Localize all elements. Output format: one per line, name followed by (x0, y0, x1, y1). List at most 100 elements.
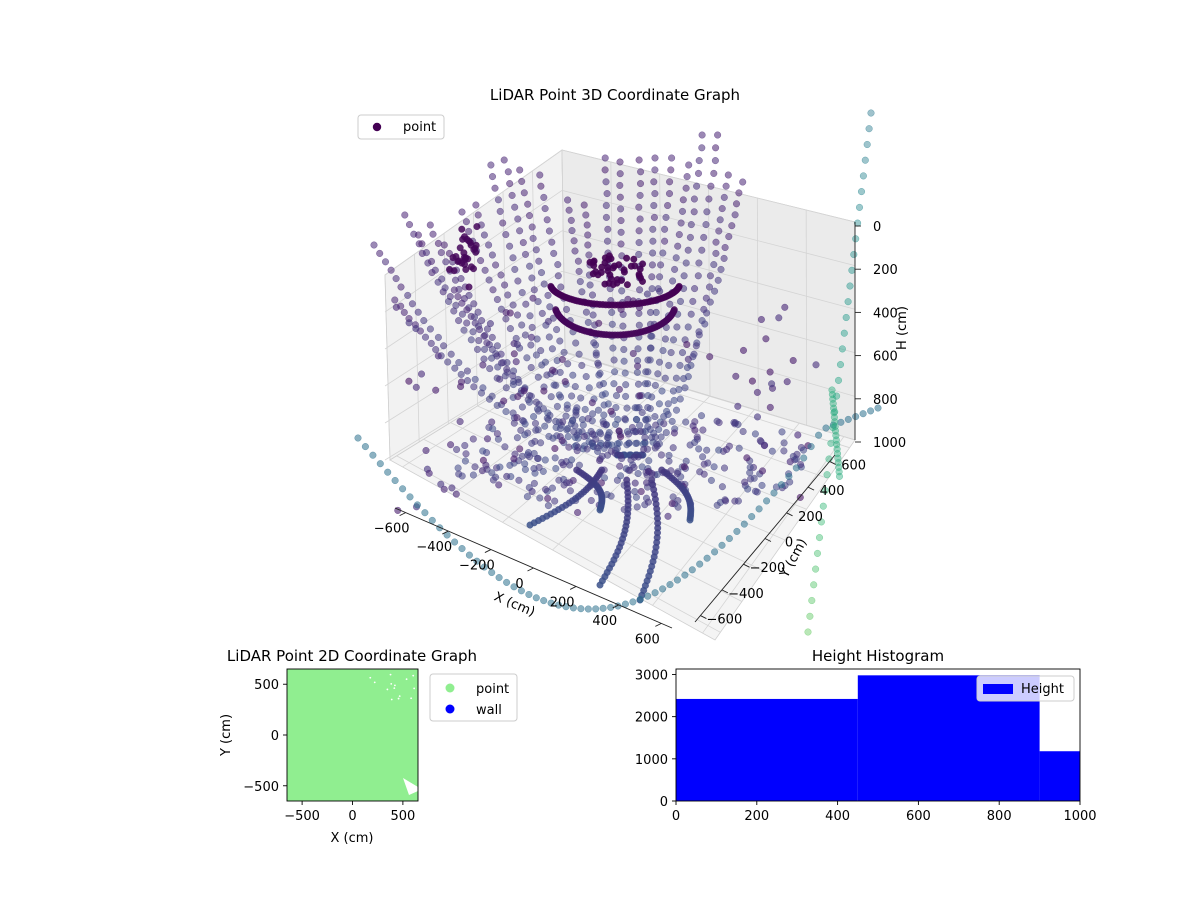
point-3d (633, 368, 641, 376)
point-3d (623, 404, 631, 412)
point-3d (746, 463, 754, 471)
point-3d (783, 378, 791, 386)
point-3d (463, 367, 471, 375)
point-3d (617, 433, 625, 441)
point-3d (606, 271, 614, 279)
point-3d (458, 208, 466, 216)
point-3d (684, 355, 692, 363)
point-3d (483, 339, 491, 347)
point-3d (636, 392, 644, 400)
point-3d (785, 472, 793, 480)
point-3d (527, 341, 535, 349)
point-3d (471, 463, 479, 471)
gap-dot-2d (386, 688, 389, 691)
point-3d (600, 474, 609, 482)
point-3d (551, 454, 559, 462)
point-3d (676, 361, 684, 369)
point-3d (397, 283, 405, 291)
point-3d (574, 508, 582, 517)
point-3d (637, 168, 645, 176)
point-3d (673, 576, 681, 584)
point-3d (794, 431, 802, 439)
point-3d (621, 415, 629, 423)
point-3d (618, 287, 626, 295)
y-tick-label-3d: −400 (728, 587, 764, 602)
point-3d (768, 447, 776, 455)
point-3d (721, 243, 729, 252)
point-3d (629, 349, 637, 358)
point-3d (501, 443, 509, 451)
point-3d (480, 355, 488, 363)
point-3d (569, 371, 577, 379)
point-3d (553, 402, 561, 410)
point-3d (429, 230, 437, 238)
point-3d (504, 168, 512, 176)
point-3d (596, 381, 604, 389)
point-3d (661, 237, 669, 245)
point-3d (655, 400, 663, 408)
point-3d (644, 356, 652, 364)
point-3d (638, 408, 646, 417)
point-3d (666, 581, 674, 589)
point-3d (651, 381, 659, 389)
point-3d (617, 205, 625, 213)
point-3d (615, 385, 623, 393)
point-3d (418, 240, 426, 248)
point-3d (413, 501, 421, 509)
point-3d (456, 244, 464, 252)
point-3d (412, 383, 420, 391)
point-3d (521, 331, 529, 339)
point-3d (406, 493, 414, 501)
point-3d (516, 227, 524, 235)
point-3d (547, 393, 555, 401)
point-3d (480, 231, 488, 239)
point-3d (369, 451, 377, 459)
point-3d (506, 461, 514, 469)
point-3d (493, 342, 501, 350)
point-3d (506, 242, 514, 250)
point-3d (567, 216, 575, 224)
point-3d (664, 201, 672, 210)
point-3d (725, 233, 733, 241)
point-3d (813, 549, 822, 557)
point-3d (583, 445, 591, 453)
x-tick-label-hist: 800 (987, 809, 1012, 824)
point-3d (715, 227, 723, 235)
point-3d (422, 249, 430, 257)
point-3d (518, 403, 526, 411)
point-3d (538, 309, 546, 317)
point-3d (639, 260, 647, 268)
point-3d (679, 196, 687, 204)
point-3d (728, 222, 736, 230)
point-3d (514, 393, 522, 401)
y-tick-label-3d: 400 (820, 484, 845, 499)
point-3d (564, 360, 572, 368)
point-3d (672, 254, 680, 262)
point-3d (565, 206, 573, 214)
point-3d (731, 419, 739, 427)
point-3d (647, 344, 655, 352)
point-3d (461, 441, 469, 450)
point-3d (691, 438, 699, 447)
point-3d (616, 181, 624, 189)
point-3d (859, 172, 867, 180)
point-3d (629, 598, 637, 606)
point-3d (525, 398, 534, 406)
point-3d (446, 293, 454, 301)
point-3d (600, 420, 608, 428)
point-3d (499, 219, 507, 227)
x-tick-3d (569, 586, 577, 590)
point-3d (552, 306, 560, 314)
point-3d (537, 269, 546, 277)
point-3d (611, 368, 619, 376)
point-3d (511, 203, 519, 211)
point-3d (699, 453, 707, 461)
point-3d (698, 131, 706, 139)
point-3d (852, 413, 860, 421)
point-3d (703, 446, 711, 454)
point-3d (515, 476, 523, 484)
point-3d (541, 205, 549, 213)
point-3d (666, 300, 674, 308)
point-3d (502, 231, 510, 239)
point-3d (559, 461, 567, 469)
